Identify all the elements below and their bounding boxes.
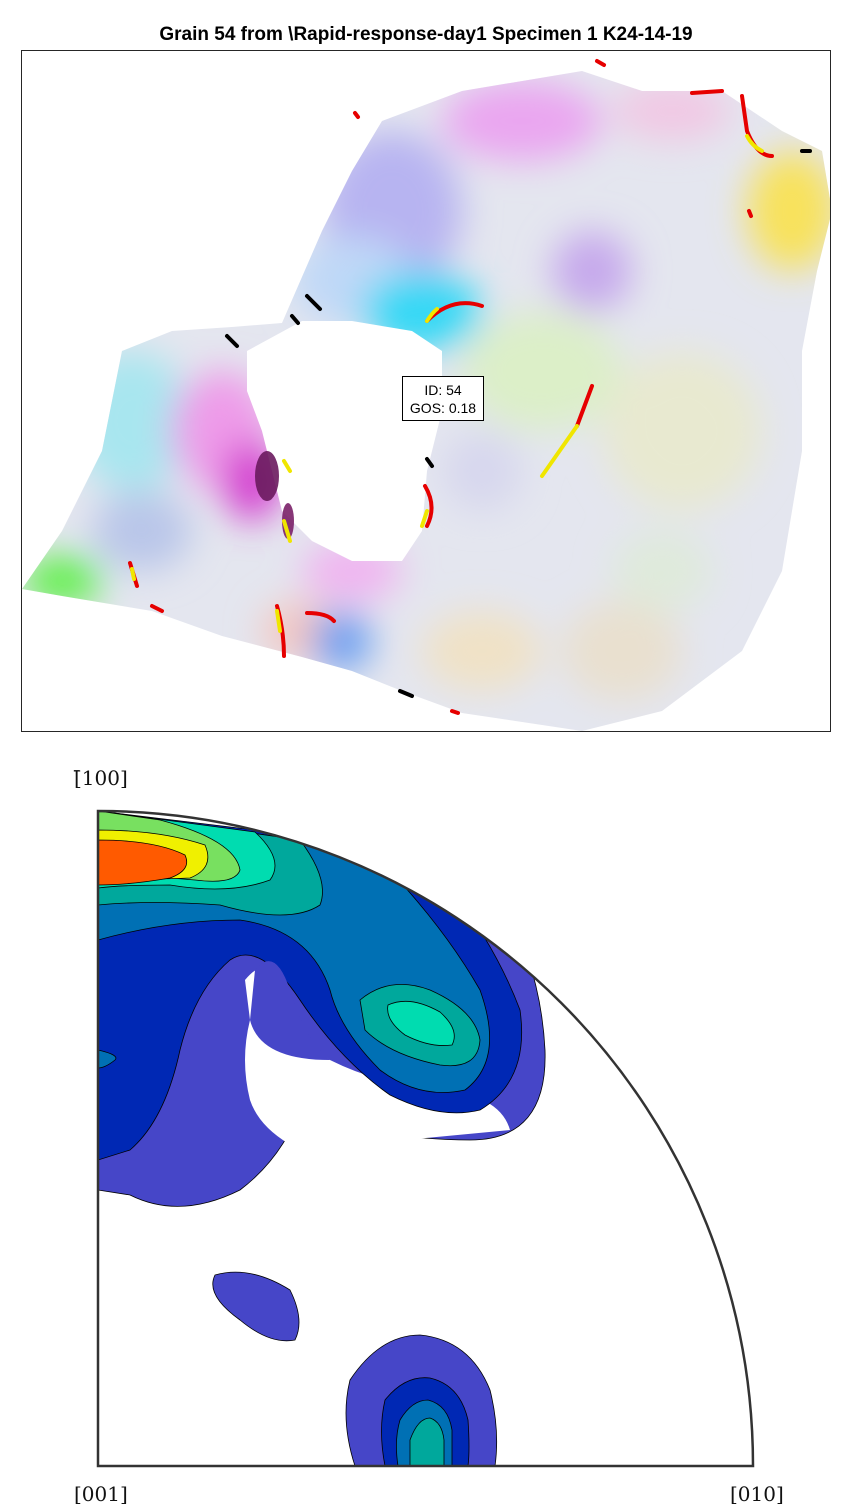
- grain-id-text: ID: 54: [424, 382, 462, 398]
- pole-figure-boundary: [96, 809, 755, 1468]
- pole-label-top: [̄100]: [74, 766, 128, 790]
- orientation-map-canvas: [22, 59, 830, 731]
- pole-figure-contours: [98, 811, 546, 1466]
- figure-title: Grain 54 from \Rapid-response-day1 Speci…: [159, 24, 693, 45]
- pole-label-bottom-right: [010]: [730, 1482, 784, 1506]
- grain-id-label: ID: 54 GOS: 0.18: [402, 376, 484, 421]
- pole-label-bottom-left: [001]: [74, 1482, 128, 1506]
- grain-boundaries: [128, 59, 812, 715]
- grain-gos-text: GOS: 0.18: [409, 400, 477, 416]
